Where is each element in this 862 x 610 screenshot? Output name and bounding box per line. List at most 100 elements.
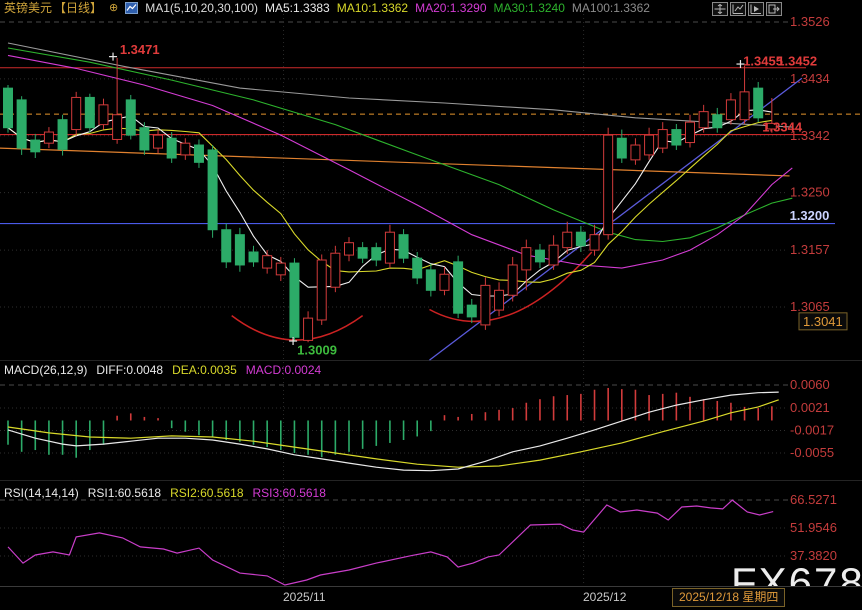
candles xyxy=(3,57,777,343)
period-label: 【日线】 xyxy=(54,0,103,15)
price-annotation: 1.3455 xyxy=(743,53,783,68)
candle-body xyxy=(166,137,177,159)
macd-diff-value: DIFF:0.0048 xyxy=(96,363,164,377)
candle-body xyxy=(562,231,573,249)
candle-body xyxy=(289,262,300,338)
price-annotation: 1.3471 xyxy=(120,42,160,57)
chart-toolbar xyxy=(712,2,782,16)
axis-label: -0.0017 xyxy=(790,423,834,438)
ma30-value: MA30:1.3240 xyxy=(493,0,565,15)
line-chart-icon[interactable] xyxy=(125,2,139,14)
month-label: 2025/12 xyxy=(583,590,627,604)
candle-body xyxy=(371,247,382,261)
candle-body xyxy=(739,91,750,121)
ma100-value: MA100:1.3362 xyxy=(571,0,650,15)
candle-body xyxy=(221,229,232,263)
circle-plus-icon[interactable]: ⊕ xyxy=(109,1,119,14)
month-label: 2025/11 xyxy=(283,590,326,604)
candle-body xyxy=(125,99,136,136)
candle-body xyxy=(534,249,545,263)
axis-scale-icon[interactable] xyxy=(730,2,746,16)
axis-label: 1.3157 xyxy=(790,242,830,257)
candle-body xyxy=(698,111,709,129)
rsi3-value: RSI3:60.5618 xyxy=(252,486,326,500)
price-annotation: 1.3009 xyxy=(297,343,337,358)
candle-body xyxy=(466,304,477,318)
candle-body xyxy=(753,87,764,119)
candle-body xyxy=(521,247,532,271)
candle-body xyxy=(725,99,736,121)
cross-markers xyxy=(109,52,745,346)
symbol-name: 英镑美元 xyxy=(4,0,53,15)
gridlines: 1.3526 1.3434 1.3342 1.3250 1.3157 1.3065 0.00… xyxy=(0,14,862,585)
candle-body xyxy=(234,234,245,266)
axis-label: 0.0060 xyxy=(790,377,830,392)
candle-body xyxy=(685,121,695,144)
candle-body xyxy=(575,231,586,247)
price-annotation: 1.3200 xyxy=(790,208,830,223)
candle-body xyxy=(548,244,559,266)
ma5-value: MA5:1.3383 xyxy=(265,0,330,15)
candle-body xyxy=(207,149,218,231)
low-price-badge-text: 1.3041 xyxy=(803,314,843,329)
candle-body xyxy=(316,259,327,321)
candle-body xyxy=(616,137,627,159)
candle-body xyxy=(57,119,68,150)
candle-body xyxy=(30,139,41,153)
candle-body xyxy=(412,257,423,279)
candle-body xyxy=(453,261,464,314)
arc-annotation xyxy=(429,251,593,323)
axis-label: 37.3820 xyxy=(790,548,837,563)
candle-body xyxy=(180,142,191,156)
macd-diff-line xyxy=(7,391,779,472)
candle-body xyxy=(357,247,368,259)
arc-annotation xyxy=(231,315,364,341)
candle-body xyxy=(275,262,286,276)
axis-label: 1.3250 xyxy=(790,185,830,200)
rsi-params-label: RSI(14,14,14) xyxy=(4,486,79,500)
candle-body xyxy=(344,242,354,256)
axis-label: 0.0021 xyxy=(790,400,830,415)
candle-body xyxy=(494,289,505,311)
candle-body xyxy=(16,99,27,149)
crosshair-icon[interactable] xyxy=(712,2,728,16)
candle-body xyxy=(589,234,600,251)
axis-label: 1.3065 xyxy=(790,299,830,314)
axis-label: 66.5271 xyxy=(790,492,837,507)
candle-body xyxy=(384,231,395,264)
candle-body xyxy=(71,96,82,131)
candle-body xyxy=(84,96,95,129)
rsi-header: RSI(14,14,14) RSI1:60.5618 RSI2:60.5618 … xyxy=(4,486,326,500)
rsi-line xyxy=(7,499,774,586)
rsi-pane xyxy=(7,499,774,586)
candle-body xyxy=(153,134,164,149)
time-axis: 2025/11 2025/12 2025/12/18 星期四 xyxy=(0,586,862,610)
current-date-badge: 2025/12/18 星期四 xyxy=(672,588,786,607)
axis-label: -0.0055 xyxy=(790,445,834,460)
candle-body xyxy=(507,264,518,296)
price-annotation: 1.3344 xyxy=(762,119,803,134)
low-price-badge xyxy=(798,312,848,331)
axis-label: 51.9546 xyxy=(790,520,837,535)
candle-body xyxy=(439,273,450,291)
candle-body xyxy=(671,129,682,146)
candle-body xyxy=(712,114,723,129)
axis-label: 1.3434 xyxy=(790,71,830,86)
macd-params-label: MACD(26,12,9) xyxy=(4,363,88,377)
trend-play-icon[interactable] xyxy=(748,2,764,16)
candle-body xyxy=(644,134,655,156)
candle-body xyxy=(480,284,491,326)
ma100-line xyxy=(7,42,793,128)
axis-label: 1.3526 xyxy=(790,14,830,29)
price-annotation: 1.3452 xyxy=(777,53,817,68)
macd-dea-value: DEA:0.0035 xyxy=(172,363,237,377)
exit-chart-icon[interactable] xyxy=(766,2,782,16)
candle-body xyxy=(330,252,341,288)
candle-body xyxy=(425,269,436,291)
macd-value: MACD:0.0024 xyxy=(245,363,322,377)
candle-body xyxy=(248,251,259,263)
trend-line xyxy=(429,77,803,361)
